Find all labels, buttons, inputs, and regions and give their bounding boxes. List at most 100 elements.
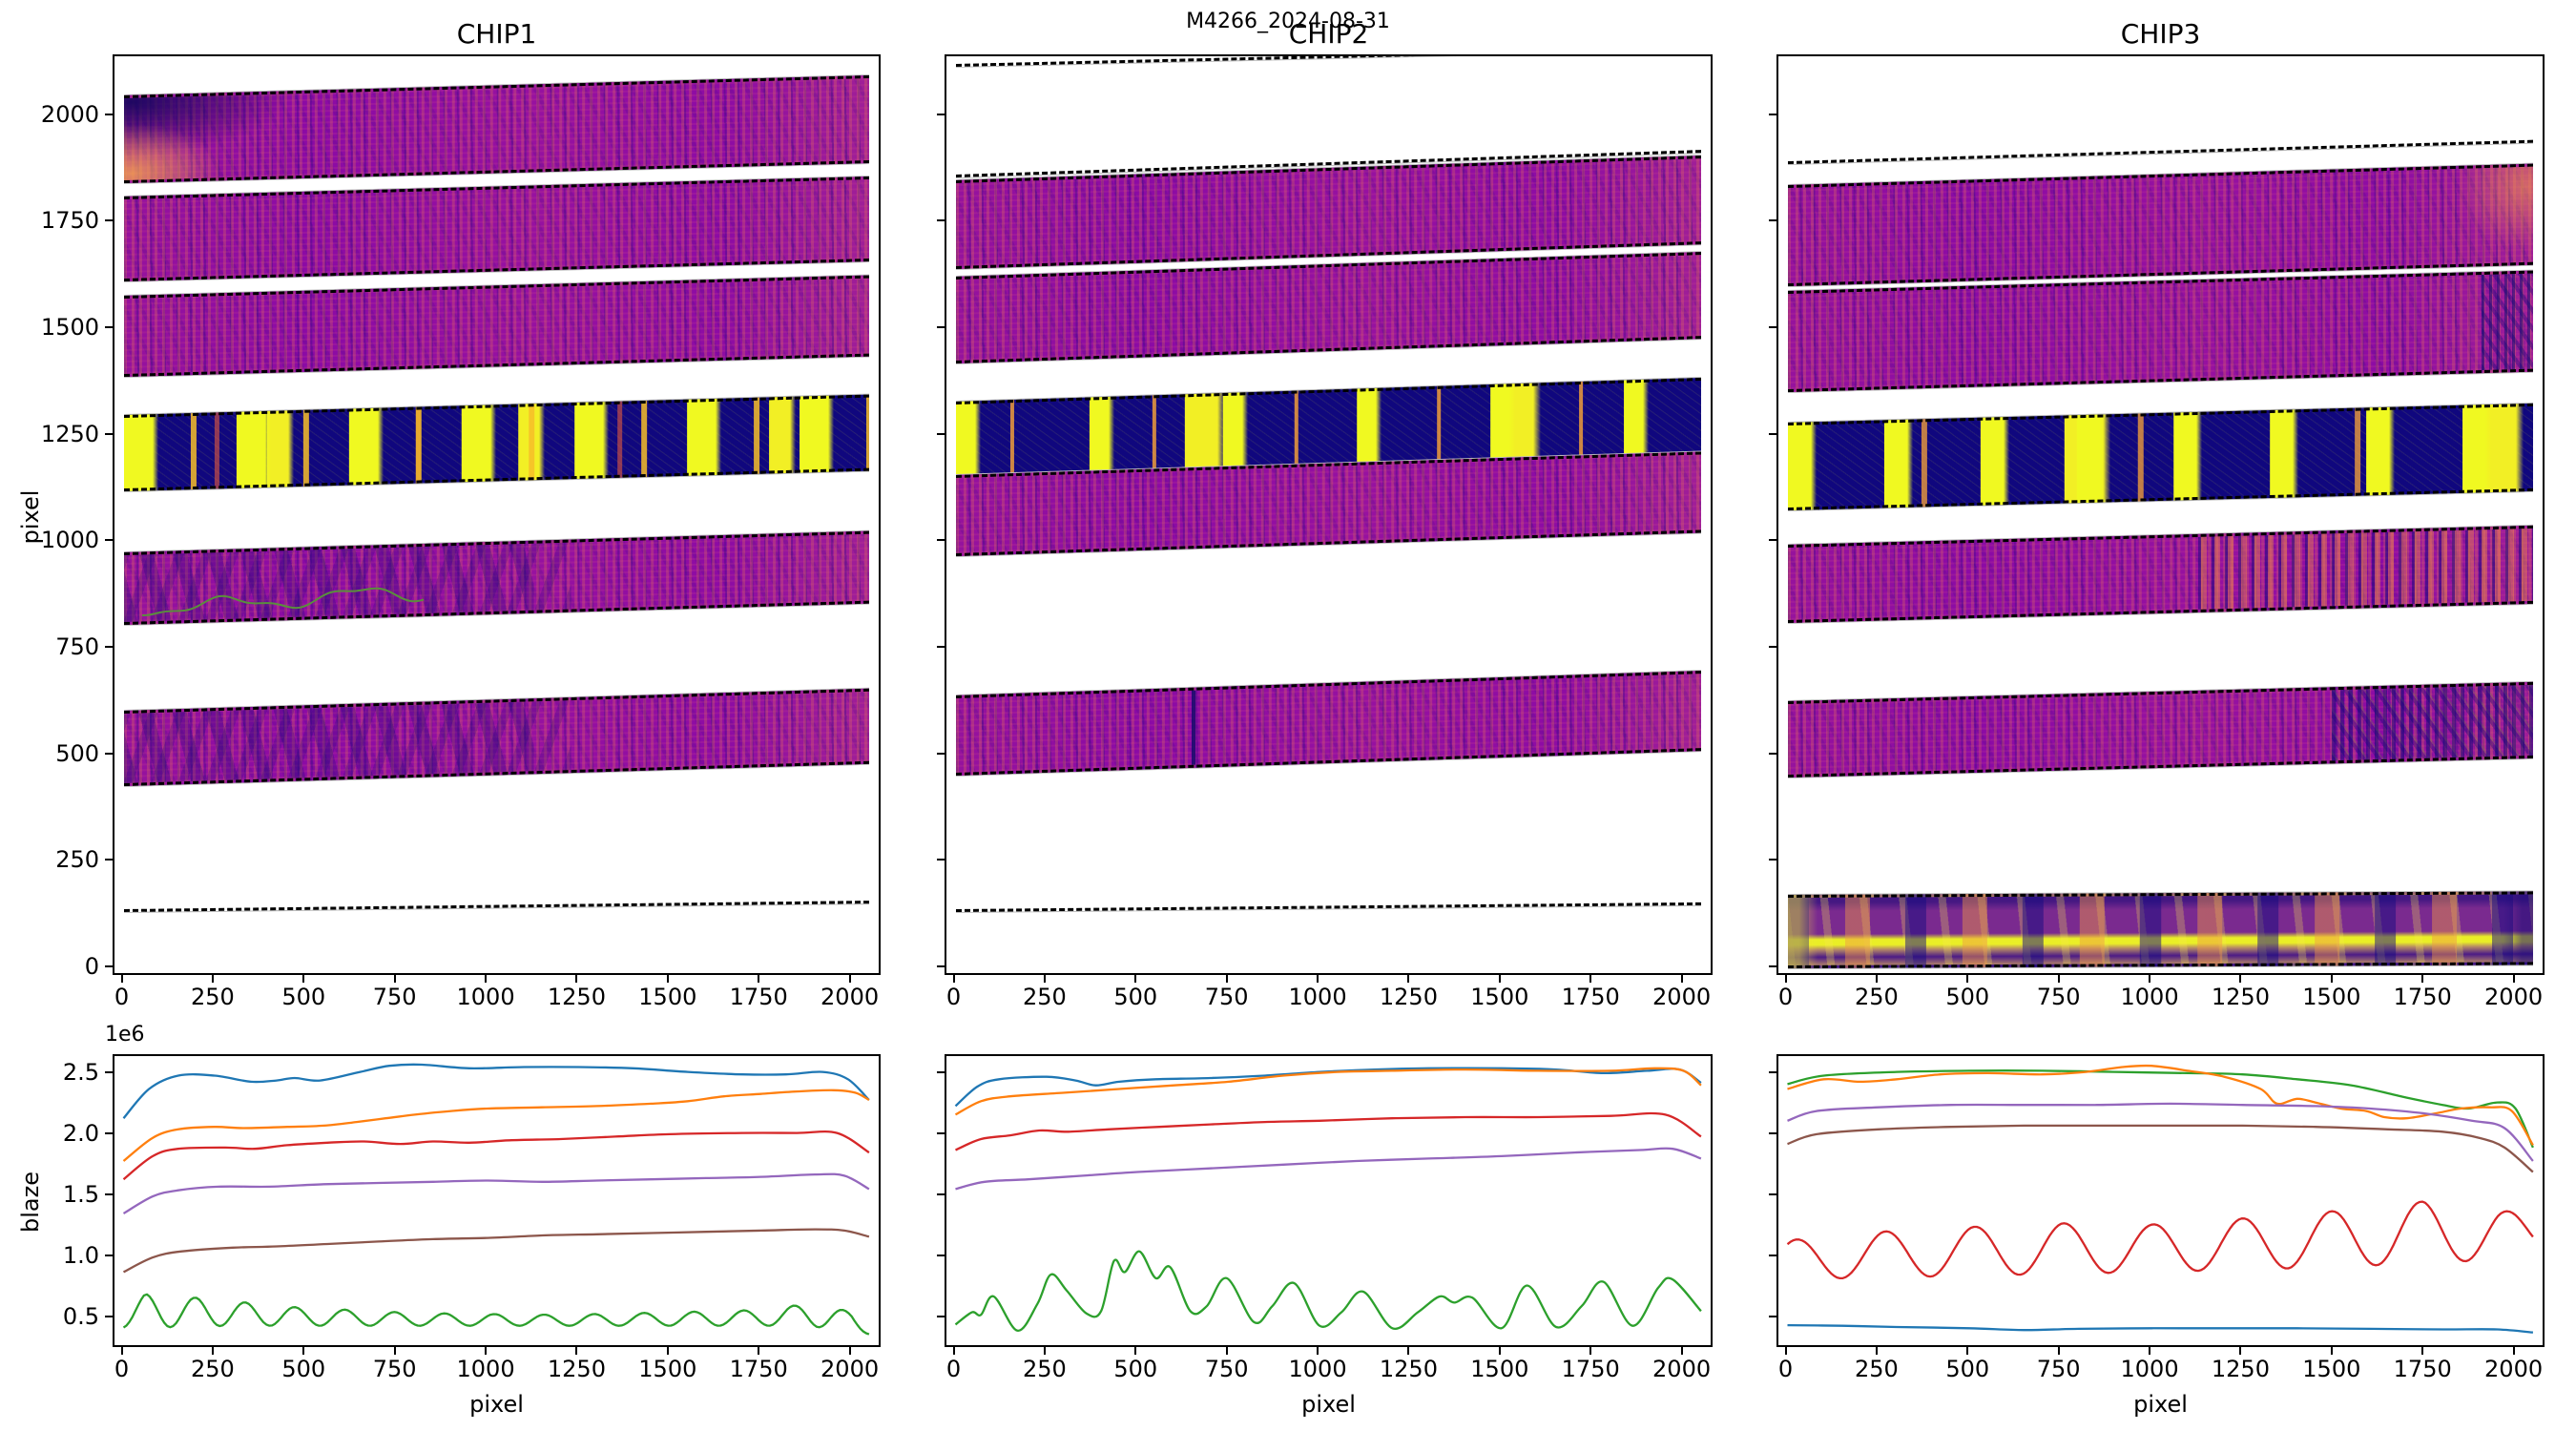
band-feature-dark-hatch-right [1787,273,2533,390]
x-tick-label: 1000 [2120,1356,2179,1382]
x-tick-label: 750 [2036,1356,2081,1382]
x-tick-mark [2330,975,2333,983]
y-tick-mark [105,645,113,648]
blaze-curves-chip3 [1786,1064,2534,1334]
y-tick-mark [937,1316,945,1318]
x-tick-label: 2000 [1652,1356,1712,1382]
y-tick-mark [1769,965,1776,968]
x-tick-label: 250 [191,984,235,1010]
x-tick-mark [1875,975,1878,983]
y-tick-mark [937,1071,945,1074]
x-tick-label: 0 [945,984,962,1010]
x-tick-label: 2000 [821,1356,880,1382]
x-tick-label: 750 [2036,984,2081,1010]
x-tick-mark [485,975,488,983]
x-tick-mark [1680,975,1683,983]
x-tick-label: 0 [945,1356,962,1382]
x-tick-mark [2057,975,2060,983]
x-tick-mark [758,975,760,983]
x-tick-label: 250 [1855,984,1899,1010]
image-panel-chip3 [1776,54,2545,975]
x-tick-label: 250 [1855,1356,1899,1382]
y-tick-label: 1500 [40,313,99,341]
x-tick-label: 1250 [2211,1356,2270,1382]
y-tick-mark [1769,539,1776,542]
x-tick-label: 1750 [2393,1356,2452,1382]
x-tick-label: 1250 [547,984,606,1010]
blaze-curves-chip1 [122,1063,870,1336]
x-tick-mark [575,1347,578,1355]
x-tick-mark [302,975,305,983]
x-tick-mark [2421,975,2424,983]
x-tick-label: 1750 [729,984,788,1010]
x-tick-mark [1407,1347,1410,1355]
y-tick-label: 2.5 [62,1059,99,1087]
x-tick-label: 1000 [456,1356,515,1382]
x-tick-label: 250 [191,1356,235,1382]
x-tick-mark [1966,975,1969,983]
blaze-curve-blue [122,1063,870,1119]
x-tick-label: 500 [281,984,326,1010]
x-tick-mark [2330,1347,2333,1355]
x-tick-mark [1498,975,1501,983]
xlabel-pixel: pixel [2133,1391,2188,1418]
x-tick-mark [575,975,578,983]
x-tick-label: 1000 [2120,984,2179,1010]
order-edge-dashed-line [955,902,1701,912]
y-tick-mark [1769,1193,1776,1196]
y-tick-mark [105,752,113,755]
y-tick-label: 0 [84,953,99,981]
x-tick-mark [2239,1347,2242,1355]
y-tick-mark [105,432,113,435]
x-tick-mark [952,1347,955,1355]
order-band [123,394,869,492]
blaze-curve-brown [1787,1124,2534,1173]
y-tick-label: 1250 [40,420,99,447]
x-tick-label: 1750 [1561,1356,1620,1382]
x-tick-mark [2421,1347,2424,1355]
y-tick-mark [937,219,945,222]
y-tick-label: 250 [55,846,99,874]
dark-column-artifact [1191,690,1195,765]
y-tick-mark [1769,1071,1776,1074]
order-band [1787,163,2533,287]
x-tick-mark [1043,975,1046,983]
x-tick-label: 750 [372,984,417,1010]
x-tick-mark [1875,1347,1878,1355]
x-tick-label: 1500 [1470,984,1529,1010]
x-tick-mark [1225,975,1228,983]
x-tick-mark [1043,1347,1046,1355]
x-tick-mark [2149,1347,2151,1355]
band-feature-orange-glow-right [1787,166,2533,284]
x-tick-mark [848,975,851,983]
blaze-curve-purple [955,1147,1702,1191]
order-band [123,75,869,183]
x-tick-label: 250 [1023,984,1067,1010]
band-feature-dark-hatch-right-wide [1787,684,2533,775]
chip-title-chip3: CHIP3 [2120,18,2201,50]
blaze-curve-blue [1787,1323,2533,1334]
y-tick-mark [105,113,113,115]
x-tick-label: 1000 [456,984,515,1010]
x-tick-mark [1225,1347,1228,1355]
x-tick-mark [848,1347,851,1355]
green-contamination-trace [141,588,424,617]
chip-title-chip1: CHIP1 [456,18,537,50]
x-tick-label: 0 [114,984,130,1010]
band-feature-orange-glow-left [123,78,869,180]
x-tick-mark [1784,975,1787,983]
order-band [123,688,869,786]
x-tick-label: 1250 [2211,984,2270,1010]
y-tick-label: 1.5 [62,1181,99,1209]
y-tick-label: 500 [55,739,99,767]
x-tick-label: 0 [1777,1356,1794,1382]
blaze-curve-red [955,1111,1702,1151]
blaze-curve-blue [954,1067,1702,1108]
blaze-curve-brown [122,1228,870,1274]
x-tick-label: 2000 [821,984,880,1010]
x-tick-mark [1317,975,1319,983]
y-tick-mark [937,965,945,968]
order-band [123,176,869,281]
x-tick-mark [393,1347,396,1355]
x-tick-label: 0 [114,1356,130,1382]
